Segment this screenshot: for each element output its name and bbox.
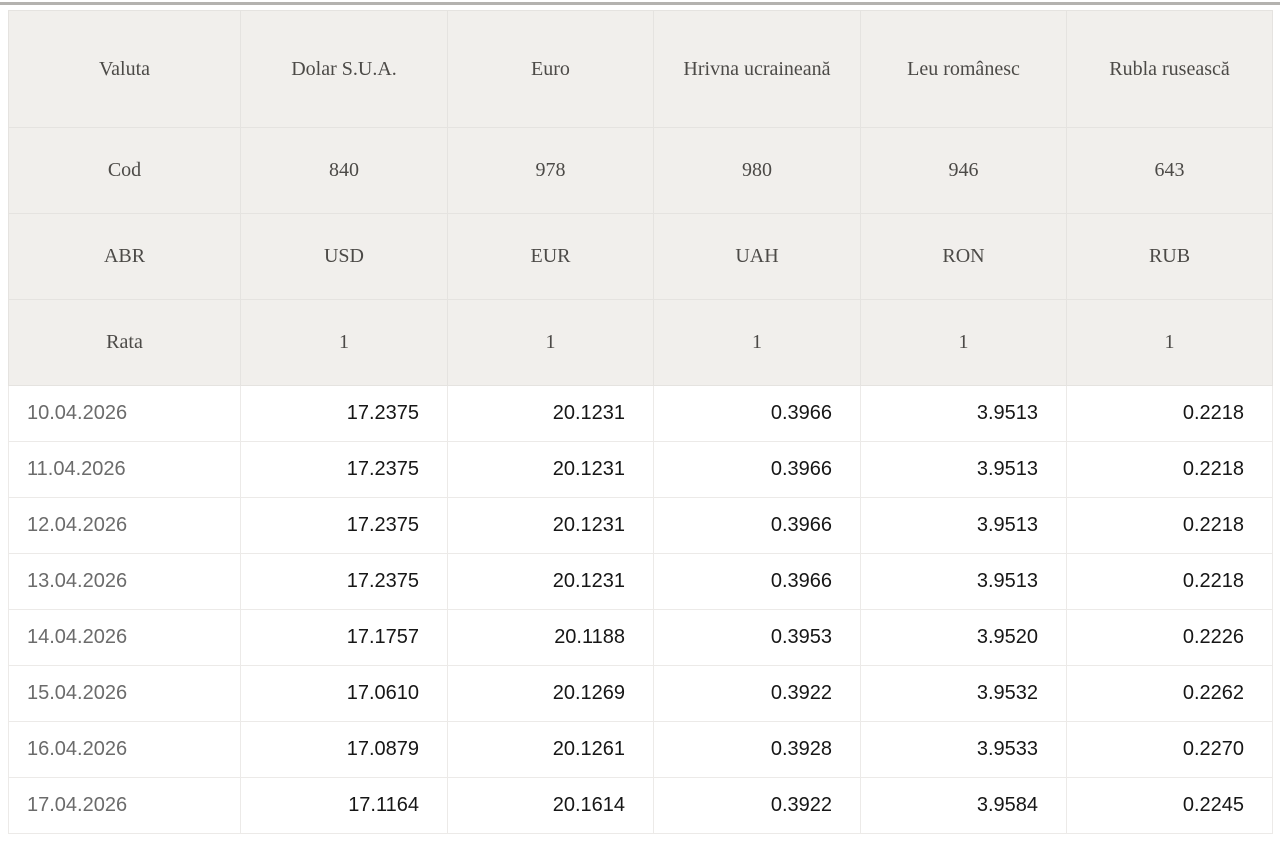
rate-value-cell: 3.9513 bbox=[860, 441, 1067, 498]
rate-row: 17.04.2026 17.1164 20.1614 0.3922 3.9584 0.22… bbox=[8, 777, 1273, 834]
date-cell: 11.04.2026 bbox=[8, 441, 241, 498]
meta-value-cell: USD bbox=[240, 213, 448, 300]
rate-value-cell: 0.3922 bbox=[653, 665, 861, 722]
meta-value-cell: 946 bbox=[860, 127, 1067, 214]
date-cell: 12.04.2026 bbox=[8, 497, 241, 554]
meta-value-cell: UAH bbox=[653, 213, 861, 300]
meta-value-cell: EUR bbox=[447, 213, 654, 300]
date-cell: 14.04.2026 bbox=[8, 609, 241, 666]
date-cell: 17.04.2026 bbox=[8, 777, 241, 834]
currency-name-cell: Rubla rusească bbox=[1066, 10, 1273, 128]
date-cell: 13.04.2026 bbox=[8, 553, 241, 610]
rate-row: 13.04.2026 17.2375 20.1231 0.3966 3.9513 0.22… bbox=[8, 553, 1273, 610]
date-cell: 15.04.2026 bbox=[8, 665, 241, 722]
meta-value-cell: 1 bbox=[1066, 299, 1273, 386]
rate-value-cell: 20.1269 bbox=[447, 665, 654, 722]
rate-value-cell: 20.1231 bbox=[447, 497, 654, 554]
currency-name-cell: Euro bbox=[447, 10, 654, 128]
rate-row: 14.04.2026 17.1757 20.1188 0.3953 3.9520 0.22… bbox=[8, 609, 1273, 666]
row-label-abr: ABR bbox=[8, 213, 241, 300]
rate-value-cell: 17.2375 bbox=[240, 553, 448, 610]
rate-value-cell: 0.2262 bbox=[1066, 665, 1273, 722]
rate-row: 10.04.2026 17.2375 20.1231 0.3966 3.9513 0.22… bbox=[8, 385, 1273, 442]
rate-value-cell: 0.2270 bbox=[1066, 721, 1273, 778]
rate-value-cell: 3.9513 bbox=[860, 385, 1067, 442]
rate-value-cell: 3.9513 bbox=[860, 553, 1067, 610]
rate-value-cell: 0.2218 bbox=[1066, 441, 1273, 498]
rate-value-cell: 3.9584 bbox=[860, 777, 1067, 834]
meta-row-rata: Rata 1 1 1 1 1 bbox=[8, 299, 1273, 386]
rate-value-cell: 3.9520 bbox=[860, 609, 1067, 666]
row-label-rata: Rata bbox=[8, 299, 241, 386]
top-divider bbox=[0, 2, 1280, 5]
rate-value-cell: 3.9513 bbox=[860, 497, 1067, 554]
rate-value-cell: 20.1231 bbox=[447, 385, 654, 442]
row-label-valuta: Valuta bbox=[8, 10, 241, 128]
meta-value-cell: 978 bbox=[447, 127, 654, 214]
rate-value-cell: 17.2375 bbox=[240, 441, 448, 498]
rate-value-cell: 0.3966 bbox=[653, 385, 861, 442]
meta-value-cell: 1 bbox=[447, 299, 654, 386]
meta-row-cod: Cod 840 978 980 946 643 bbox=[8, 127, 1273, 214]
rate-value-cell: 0.3966 bbox=[653, 441, 861, 498]
rate-value-cell: 0.3922 bbox=[653, 777, 861, 834]
meta-value-cell: 1 bbox=[653, 299, 861, 386]
meta-value-cell: 643 bbox=[1066, 127, 1273, 214]
meta-value-cell: RON bbox=[860, 213, 1067, 300]
currency-name-cell: Dolar S.U.A. bbox=[240, 10, 448, 128]
rate-value-cell: 3.9532 bbox=[860, 665, 1067, 722]
rate-value-cell: 0.3966 bbox=[653, 497, 861, 554]
rate-value-cell: 0.2226 bbox=[1066, 609, 1273, 666]
meta-value-cell: 1 bbox=[860, 299, 1067, 386]
rate-value-cell: 0.2245 bbox=[1066, 777, 1273, 834]
date-cell: 10.04.2026 bbox=[8, 385, 241, 442]
row-label-cod: Cod bbox=[8, 127, 241, 214]
rate-value-cell: 17.1164 bbox=[240, 777, 448, 834]
meta-row-abr: ABR USD EUR UAH RON RUB bbox=[8, 213, 1273, 300]
rate-value-cell: 20.1231 bbox=[447, 441, 654, 498]
rate-value-cell: 0.3966 bbox=[653, 553, 861, 610]
rate-value-cell: 0.2218 bbox=[1066, 553, 1273, 610]
rate-value-cell: 17.0610 bbox=[240, 665, 448, 722]
currency-name-cell: Leu românesc bbox=[860, 10, 1067, 128]
rate-value-cell: 20.1231 bbox=[447, 553, 654, 610]
rate-row: 12.04.2026 17.2375 20.1231 0.3966 3.9513 0.22… bbox=[8, 497, 1273, 554]
meta-value-cell: 1 bbox=[240, 299, 448, 386]
meta-value-cell: 980 bbox=[653, 127, 861, 214]
rate-row: 15.04.2026 17.0610 20.1269 0.3922 3.9532 0.22… bbox=[8, 665, 1273, 722]
rate-value-cell: 17.2375 bbox=[240, 497, 448, 554]
currency-name-cell: Hrivna ucraineană bbox=[653, 10, 861, 128]
meta-value-cell: 840 bbox=[240, 127, 448, 214]
rate-value-cell: 0.2218 bbox=[1066, 385, 1273, 442]
rate-value-cell: 0.3953 bbox=[653, 609, 861, 666]
currency-header-row: Valuta Dolar S.U.A. Euro Hrivna ucraineană L… bbox=[8, 10, 1273, 128]
rate-row: 16.04.2026 17.0879 20.1261 0.3928 3.9533 0.22… bbox=[8, 721, 1273, 778]
rate-value-cell: 0.2218 bbox=[1066, 497, 1273, 554]
rate-value-cell: 17.0879 bbox=[240, 721, 448, 778]
date-cell: 16.04.2026 bbox=[8, 721, 241, 778]
rate-value-cell: 20.1188 bbox=[447, 609, 654, 666]
rate-row: 11.04.2026 17.2375 20.1231 0.3966 3.9513 0.22… bbox=[8, 441, 1273, 498]
rate-value-cell: 3.9533 bbox=[860, 721, 1067, 778]
rate-value-cell: 20.1614 bbox=[447, 777, 654, 834]
meta-value-cell: RUB bbox=[1066, 213, 1273, 300]
rate-value-cell: 17.1757 bbox=[240, 609, 448, 666]
rate-value-cell: 17.2375 bbox=[240, 385, 448, 442]
rate-value-cell: 20.1261 bbox=[447, 721, 654, 778]
rate-value-cell: 0.3928 bbox=[653, 721, 861, 778]
exchange-rate-table: Valuta Dolar S.U.A. Euro Hrivna ucraineană L… bbox=[8, 10, 1273, 834]
